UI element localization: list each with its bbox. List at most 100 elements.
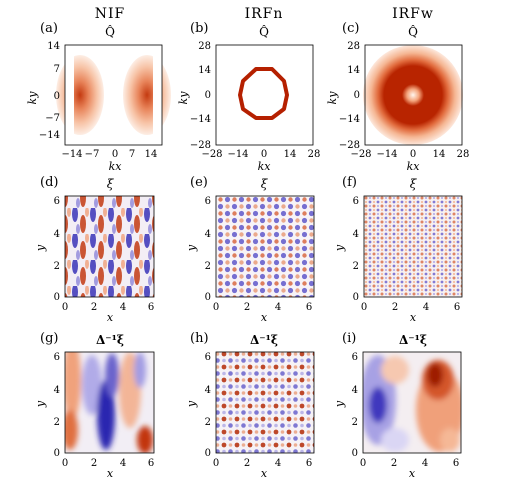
ytick: 14 (347, 65, 360, 76)
y-axis-label: y (34, 244, 47, 252)
spectrum-lobe-right (123, 55, 171, 135)
panel-a: 14 7 0 −7 −14 −14 −7 0 7 14 kx ky (26, 41, 171, 173)
xtick: 0 (62, 458, 68, 469)
ytick: 4 (205, 229, 211, 240)
panel-g-quantity: Δ⁻¹ξ (96, 333, 124, 347)
panel-h-quantity: Δ⁻¹ξ (250, 333, 278, 347)
panel-b-label: (b) (190, 21, 208, 36)
xtick: 28 (308, 149, 321, 160)
ytick: 6 (205, 196, 211, 207)
panel-c-quantity: Q̂ (408, 24, 418, 39)
x-axis-label: x (409, 467, 416, 480)
y-axis-label: ky (26, 91, 39, 105)
y-axis-label: ky (177, 91, 190, 105)
ytick: 7 (54, 64, 60, 75)
vorticity-field-irfw (364, 196, 462, 297)
x-axis-label: x (410, 311, 417, 324)
ytick: 2 (352, 417, 358, 428)
xtick: 0 (213, 458, 219, 469)
column-title-nif: NIF (95, 6, 126, 22)
xtick: 4 (275, 458, 281, 469)
xtick: 0 (112, 149, 118, 160)
y-axis-label: ky (326, 91, 339, 105)
ytick: −28 (339, 140, 360, 151)
ytick: −7 (45, 113, 60, 124)
streamfunction-field-irfw (363, 355, 461, 452)
ytick: −28 (190, 140, 211, 151)
xtick: 2 (91, 302, 97, 313)
xtick: 14 (284, 149, 297, 160)
ytick: 0 (54, 292, 60, 303)
panel-i: 6 4 2 0 0 2 4 6 x y (333, 351, 462, 480)
x-axis-label: x (261, 311, 268, 324)
ytick: 14 (47, 41, 60, 52)
ytick: 0 (205, 448, 211, 459)
ytick: 4 (54, 385, 60, 396)
panel-b: 28 14 0 −14 −28 −28 −14 0 14 28 kx ky (177, 41, 320, 173)
y-axis-label: y (333, 244, 346, 252)
ytick: 0 (353, 292, 359, 303)
xtick: 4 (275, 302, 281, 313)
xtick: −28 (201, 149, 222, 160)
panel-c: 28 14 0 −14 −28 −28 −14 0 14 28 kx ky (326, 41, 469, 173)
panel-e-label: (e) (190, 175, 208, 190)
xtick: 2 (391, 458, 397, 469)
xtick: 14 (145, 149, 158, 160)
panel-d-quantity: ξ (107, 177, 115, 191)
ytick: 2 (205, 417, 211, 428)
vorticity-field-nif (65, 196, 154, 297)
xtick: 4 (422, 458, 428, 469)
panel-a-quantity: Q̂ (105, 24, 115, 39)
xtick: 2 (244, 458, 250, 469)
ytick: 4 (205, 385, 211, 396)
xtick: −7 (85, 149, 100, 160)
ytick: 6 (54, 352, 60, 363)
y-axis-label: y (185, 244, 198, 252)
vorticity-field-irfn (216, 196, 314, 297)
ytick: 6 (353, 196, 359, 207)
xtick: 6 (306, 458, 312, 469)
panel-b-quantity: Q̂ (259, 24, 269, 39)
xtick: 28 (457, 149, 470, 160)
x-axis-label: kx (407, 160, 421, 173)
x-axis-label: x (107, 311, 114, 324)
xtick: 0 (410, 149, 416, 160)
ytick: 6 (205, 352, 211, 363)
xtick: 4 (120, 458, 126, 469)
x-axis-label: x (107, 467, 114, 480)
xtick: 0 (213, 302, 219, 313)
panel-e-quantity: ξ (261, 177, 269, 191)
y-axis-label: y (34, 400, 47, 408)
xtick: 6 (306, 302, 312, 313)
ytick: 2 (54, 261, 60, 272)
panel-h: 6 4 2 0 0 2 4 6 x y (185, 351, 315, 480)
panel-f: 6 4 2 0 0 2 4 6 x y (333, 195, 463, 324)
ytick: 14 (198, 65, 211, 76)
xtick: −14 (61, 149, 82, 160)
xtick: 4 (423, 302, 429, 313)
ytick: 0 (354, 90, 360, 101)
ytick: −14 (339, 114, 360, 125)
spectrum-ring (238, 67, 289, 120)
xtick: 2 (244, 302, 250, 313)
panel-g-label: (g) (40, 331, 58, 346)
panel-c-label: (c) (342, 21, 359, 36)
ytick: 28 (198, 41, 211, 52)
ytick: 2 (353, 261, 359, 272)
ytick: 6 (54, 196, 60, 207)
spectrum-disk (363, 45, 463, 145)
streamfunction-field-irfn (216, 352, 314, 453)
xtick: −14 (227, 149, 248, 160)
column-title-irfn: IRFn (245, 6, 284, 22)
xtick: 2 (392, 302, 398, 313)
ytick: 0 (352, 448, 358, 459)
panel-a-label: (a) (40, 21, 58, 36)
ytick: 0 (205, 292, 211, 303)
xtick: 6 (148, 302, 154, 313)
x-axis-label: x (261, 467, 268, 480)
xtick: 6 (454, 302, 460, 313)
ytick: −14 (190, 114, 211, 125)
xtick: −28 (350, 149, 371, 160)
ytick: 4 (352, 385, 358, 396)
